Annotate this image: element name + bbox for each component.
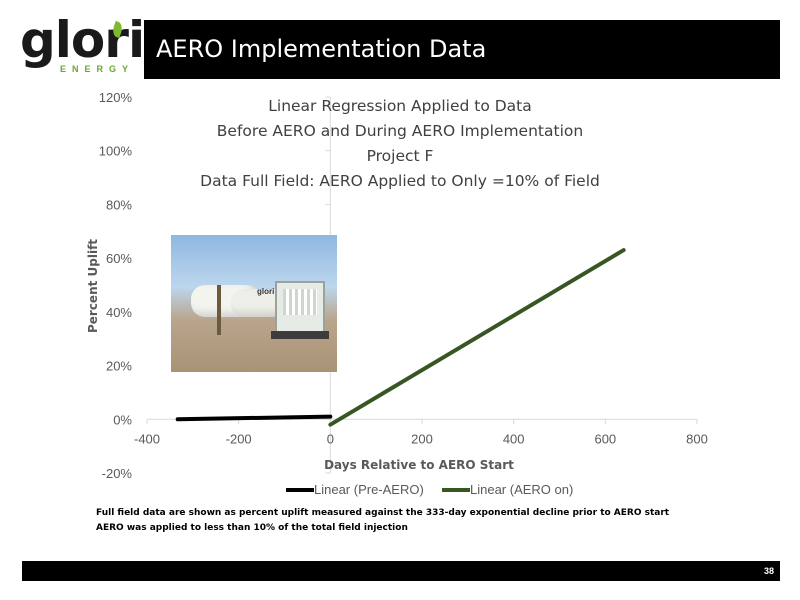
x-tick-label: -200 (226, 431, 252, 446)
footnote-line: AERO was applied to less than 10% of the… (96, 523, 408, 533)
x-tick-label: 800 (686, 431, 708, 446)
y-tick-label: -20% (102, 466, 133, 481)
footnote-line: Full field data are shown as percent upl… (96, 508, 670, 518)
x-tick-label: 0 (327, 431, 334, 446)
aero-unit-photo: glori (171, 235, 337, 372)
skid-base (271, 331, 329, 339)
legend-label: Linear (AERO on) (470, 482, 574, 497)
slide-title: AERO Implementation Data (156, 35, 487, 63)
x-tick-label: -400 (134, 431, 160, 446)
glori-energy-logo: glori ENERGY (20, 11, 145, 80)
chart-title-line: Linear Regression Applied to Data (268, 97, 532, 115)
legend-swatch-aero-on (442, 488, 470, 492)
chart-title-line: Before AERO and During AERO Implementati… (216, 122, 584, 140)
series-line-pre-aero (175, 414, 333, 422)
x-tick-label: 200 (411, 431, 433, 446)
chart-series (175, 248, 626, 427)
legend-swatch-pre-aero (286, 488, 314, 492)
y-tick-label: 100% (99, 144, 133, 159)
series-line-aero-on (328, 248, 626, 427)
legend-label: Linear (Pre-AERO) (314, 482, 424, 497)
y-tick-label: 60% (106, 251, 132, 266)
x-axis-title: Days Relative to AERO Start (324, 458, 514, 472)
chart-legend: Linear (Pre-AERO) Linear (AERO on) (0, 482, 800, 498)
y-tick-label: 80% (106, 197, 132, 212)
chart-title-line: Data Full Field: AERO Applied to Only =1… (200, 172, 600, 190)
chart-ticks: -20% 0% 20% 40% 60% 80% 100% 120% -400 -200 0 200 40… (99, 90, 708, 481)
title-bar: AERO Implementation Data (144, 20, 780, 79)
footnotes: Full field data are shown as percent upl… (96, 506, 669, 536)
footer-bar: 38 (22, 561, 780, 581)
y-tick-label: 120% (99, 90, 133, 105)
photo-logo: glori (257, 287, 275, 296)
chart-title: Linear Regression Applied to Data Before… (150, 94, 650, 194)
chart-title-line: Project F (366, 147, 434, 165)
x-tick-label: 600 (594, 431, 616, 446)
aero-skid-unit (275, 281, 325, 335)
page-number: 38 (763, 566, 774, 576)
logo-wordmark: glori (20, 11, 145, 69)
y-tick-label: 0% (113, 412, 132, 427)
fence-post (217, 285, 221, 335)
y-tick-label: 40% (106, 305, 132, 320)
y-tick-label: 20% (106, 359, 132, 374)
y-axis-title: Percent Uplift (86, 239, 100, 333)
x-tick-label: 400 (503, 431, 525, 446)
logo-subtitle: ENERGY (60, 64, 135, 74)
